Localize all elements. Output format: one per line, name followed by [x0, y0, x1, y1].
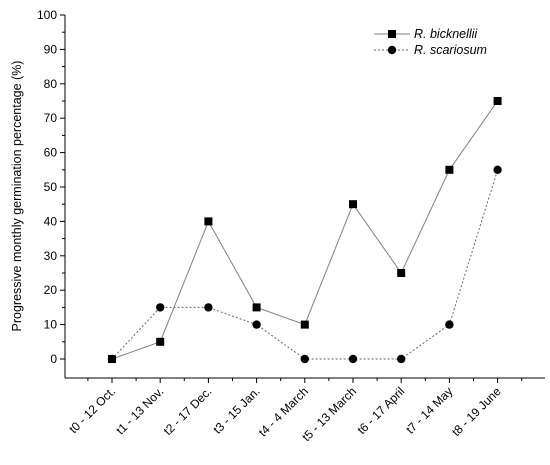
series-1-point: [397, 269, 406, 277]
x-tick-label: t1 - 13 Nov.: [113, 384, 166, 437]
y-axis-ticks: 0 10 20 30 40 50 60 70 80 90 100: [37, 8, 65, 366]
series-layer: [107, 97, 502, 364]
y-tick-label: 100: [37, 8, 57, 22]
x-tick-label: t7 - 14 May: [403, 384, 455, 436]
x-axis-ticks: t0 - 12 Oct.t1 - 13 Nov.t2 - 17 Dec.t3 -…: [66, 378, 523, 444]
legend-marker-1: [388, 30, 396, 38]
y-tick-label: 90: [44, 42, 58, 56]
y-tick-label: 80: [44, 77, 58, 91]
y-tick-label: 20: [44, 283, 58, 297]
series-2-point: [156, 303, 165, 312]
legend-label-1: R. bicknellii: [414, 27, 478, 41]
y-tick-label: 30: [44, 249, 58, 263]
series-1-point: [204, 217, 213, 226]
series-1-point: [252, 303, 261, 312]
y-tick-label: 60: [44, 146, 58, 160]
x-tick-label: t0 - 12 Oct.: [66, 384, 118, 436]
series-2-point: [493, 165, 502, 174]
x-tick-label: t6 - 17 April: [354, 384, 407, 437]
series-1-point: [349, 200, 357, 209]
series-1-point: [445, 165, 454, 174]
y-tick-label: 70: [44, 111, 58, 125]
series-2-point: [204, 303, 213, 312]
series-2-point: [348, 354, 358, 364]
series-2-line: [111, 169, 499, 360]
y-tick-label: 40: [44, 214, 58, 228]
series-1-line: [111, 100, 499, 360]
series-2: [107, 165, 502, 364]
series-2-point: [107, 354, 117, 364]
series-2-point: [300, 354, 309, 364]
series-1-point: [493, 97, 502, 105]
series-2-point: [252, 320, 261, 329]
y-axis-title: Progressive monthly germination percenta…: [10, 61, 24, 332]
y-tick-label: 0: [50, 352, 57, 366]
series-1-point: [300, 320, 309, 329]
x-tick-label: t8 - 19 June: [449, 384, 504, 439]
legend: R. bicknellii R. scariosum: [374, 27, 487, 57]
x-tick-label: t2 - 17 Dec.: [161, 384, 215, 438]
series-2-point: [397, 354, 406, 364]
y-tick-label: 10: [44, 318, 58, 332]
y-tick-label: 50: [44, 180, 58, 194]
legend-marker-2: [387, 45, 397, 55]
legend-label-2: R. scariosum: [414, 43, 487, 57]
x-tick-label: t3 - 15 Jan.: [210, 384, 262, 436]
series-1: [108, 97, 502, 363]
series-2-point: [445, 320, 454, 329]
series-1-point: [156, 337, 165, 346]
